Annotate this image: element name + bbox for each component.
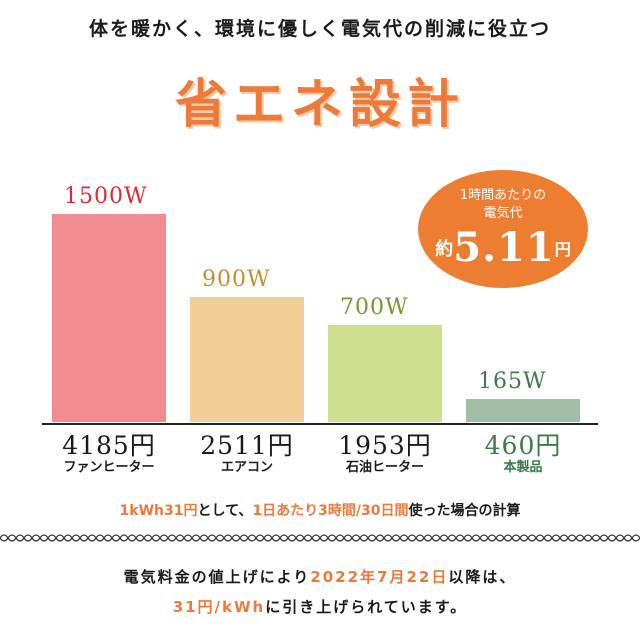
- chart-baseline: [42, 423, 598, 425]
- badge-prefix: 約: [435, 239, 454, 260]
- basis-text-1: として、: [197, 503, 253, 519]
- notice-date: 2022年7月22日: [310, 568, 449, 586]
- notice-text-2: 以降は、: [448, 568, 517, 586]
- notice-text-1: 電気料金の値上げにより: [123, 568, 311, 586]
- cost-label-3: 1953円: [338, 431, 432, 460]
- bar-3: [328, 325, 442, 422]
- headline: 体を暖かく、環境に優しく電気代の削減に役立つ: [88, 18, 551, 40]
- category-label-4: 本製品: [503, 460, 543, 475]
- page-title: 省エネ設計: [174, 75, 465, 135]
- watt-label-2: 900W: [202, 267, 271, 292]
- basis-usage: 1日あたり3時間/30日間: [252, 503, 409, 519]
- badge-amount-row: 約5.11円: [418, 224, 588, 271]
- category-label-2: エアコン: [220, 460, 273, 475]
- category-label-3: 石油ヒーター: [345, 460, 424, 475]
- cost-label-2: 2511円: [200, 431, 294, 460]
- bar-1: [52, 214, 166, 422]
- notice-text-3: に引き上げられています。: [265, 598, 468, 616]
- watt-label-4: 165W: [478, 369, 547, 394]
- badge-amount: 5.11: [453, 224, 555, 271]
- price-notice-line-1: 電気料金の値上げにより2022年7月22日以降は、: [0, 566, 640, 587]
- calculation-basis: 1kWh31円として、1日あたり3時間/30日間使った場合の計算: [0, 500, 640, 520]
- category-label-1: ファンヒーター: [63, 460, 155, 475]
- basis-text-2: 使った場合の計算: [408, 503, 521, 519]
- bar-2: [190, 297, 304, 422]
- cost-label-1: 4185円: [62, 431, 156, 460]
- badge-suffix: 円: [554, 240, 571, 259]
- badge-line-1: 1時間あたりの: [459, 188, 547, 203]
- basis-rate: 1kWh31円: [119, 503, 198, 519]
- bar-4: [466, 399, 580, 422]
- watt-label-3: 700W: [340, 295, 409, 320]
- notice-rate: 31円/kWh: [172, 598, 266, 616]
- badge-line-2: 電気代: [483, 206, 523, 221]
- price-notice-line-2: 31円/kWhに引き上げられています。: [0, 596, 640, 617]
- wavy-divider: [0, 534, 640, 542]
- cost-per-hour-badge: 1時間あたりの 電気代 約5.11円: [418, 170, 588, 288]
- cost-label-4: 460円: [484, 431, 562, 460]
- watt-label-1: 1500W: [64, 184, 148, 209]
